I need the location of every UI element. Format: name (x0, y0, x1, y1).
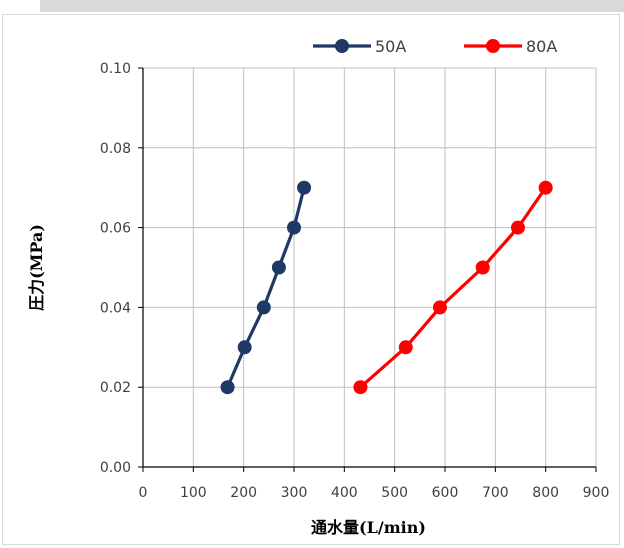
x-tick-label: 400 (331, 485, 358, 501)
data-point-80a (398, 340, 413, 355)
y-tick-label: 0.02 (100, 380, 131, 396)
x-tick-label: 0 (139, 485, 148, 501)
top-gray-bar (40, 0, 624, 12)
y-tick-labels: 0.00 0.02 0.04 0.06 0.08 0.10 (100, 61, 131, 476)
y-tick-label: 0.04 (100, 300, 131, 316)
legend-marker-80a (486, 39, 500, 53)
y-axis-title: 圧力(MPa) (27, 224, 46, 311)
axes (138, 67, 597, 472)
data-point-50a (271, 260, 286, 275)
y-tick-label: 0.06 (100, 221, 131, 237)
data-point-50a (256, 300, 271, 315)
legend-label-50a: 50A (375, 37, 406, 56)
x-axis-title: 通水量(L/min) (311, 518, 426, 537)
data-point-80a (510, 220, 525, 235)
x-tick-label: 900 (583, 485, 610, 501)
x-tick-label: 200 (230, 485, 257, 501)
data-point-50a (237, 340, 252, 355)
data-point-50a (287, 220, 301, 235)
data-point-80a (475, 260, 490, 275)
data-point-80a (432, 300, 447, 315)
series-line-80a (359, 186, 547, 389)
data-point-80a (538, 180, 553, 195)
data-point-50a (297, 180, 312, 195)
y-tick-label: 0.00 (100, 460, 131, 476)
chart-area (2, 14, 620, 545)
y-tick-label: 0.10 (100, 61, 131, 77)
data-point-80a (353, 380, 368, 395)
x-tick-label: 600 (432, 485, 459, 501)
x-tick-label: 800 (532, 485, 559, 501)
y-tick-label: 0.08 (100, 141, 131, 157)
legend: 50A 80A (313, 37, 557, 56)
series-group (220, 180, 553, 395)
x-tick-label: 500 (381, 485, 408, 501)
x-tick-label: 300 (281, 485, 308, 501)
grid-lines (143, 67, 597, 467)
data-point-50a (220, 380, 235, 395)
x-tick-labels: 0 100 200 300 400 500 600 700 800 900 (139, 485, 610, 501)
series-line-50a (226, 187, 306, 388)
legend-label-80a: 80A (526, 37, 557, 56)
x-tick-label: 700 (482, 485, 509, 501)
legend-marker-50a (335, 39, 349, 53)
x-tick-label: 100 (180, 485, 207, 501)
window-top-strip (0, 0, 624, 14)
